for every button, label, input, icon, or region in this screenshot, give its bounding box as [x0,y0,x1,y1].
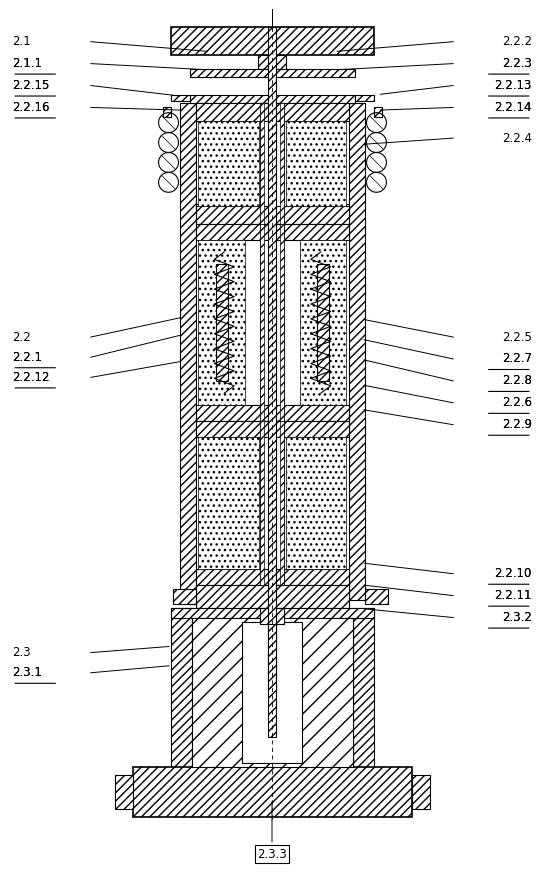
Text: 2.2.10: 2.2.10 [494,567,532,581]
Text: 2.2.6: 2.2.6 [502,396,532,410]
Text: 2.2.5: 2.2.5 [502,330,532,344]
Bar [260,608,284,624]
Bar [196,206,349,224]
Bar [374,107,382,116]
Bar [268,624,276,737]
Bar [170,95,190,100]
Text: 2.3: 2.3 [12,646,31,659]
Text: 2.3.1: 2.3.1 [12,666,42,679]
Bar [260,103,264,224]
Bar [353,608,374,767]
Bar [258,55,286,69]
Bar [163,107,170,116]
Bar [196,569,349,585]
Text: 2.2.15: 2.2.15 [12,79,50,92]
Bar [280,421,284,585]
Text: 2.3.1: 2.3.1 [12,666,42,679]
Bar [217,264,228,381]
Text: 2.2.16: 2.2.16 [12,101,50,114]
Bar [260,224,264,421]
Text: 2.2.6: 2.2.6 [502,396,532,410]
Text: 2.3.3: 2.3.3 [257,848,287,861]
Text: 2.2.12: 2.2.12 [12,371,50,384]
Bar [196,103,349,121]
Text: 2.2.9: 2.2.9 [502,418,532,431]
Text: 2.2.3: 2.2.3 [502,57,532,70]
Bar [196,204,208,212]
Text: 2.2.8: 2.2.8 [502,374,532,388]
Text: 2.2.14: 2.2.14 [494,101,532,114]
Bar [196,421,349,437]
Text: 2.2.9: 2.2.9 [502,418,532,431]
Text: 2.3.2: 2.3.2 [502,611,532,624]
Text: 2.2.4: 2.2.4 [502,131,532,144]
Text: 2.2.7: 2.2.7 [502,352,532,366]
Text: 2.2.1: 2.2.1 [12,351,42,364]
Bar [199,121,258,206]
Bar [133,767,412,817]
Text: 2.1.1: 2.1.1 [12,57,42,70]
Bar [196,585,349,608]
Text: 2.2.1: 2.2.1 [12,351,42,364]
Bar [190,69,355,77]
Text: 2.2.11: 2.2.11 [494,589,532,602]
Bar [280,224,284,421]
Bar [337,204,349,212]
Bar [193,618,353,767]
Bar [196,405,349,421]
Text: 2.2.8: 2.2.8 [502,374,532,388]
Bar [190,95,355,103]
Bar [170,608,193,767]
Bar [199,437,258,569]
Text: 2.2: 2.2 [12,330,31,344]
Bar [364,589,388,604]
Text: 2.1: 2.1 [12,35,31,48]
Bar [170,608,374,618]
Bar [115,775,133,809]
Bar [199,240,245,405]
Bar [196,224,349,240]
Bar [412,775,430,809]
Text: 2.2.13: 2.2.13 [494,79,532,92]
Text: 2.3.2: 2.3.2 [502,611,532,624]
Bar [286,121,346,206]
Text: 2.2.10: 2.2.10 [494,567,532,581]
Bar [355,95,374,100]
Text: 2.2.16: 2.2.16 [12,101,50,114]
Text: 2.2.7: 2.2.7 [502,352,532,366]
Bar [260,224,284,421]
Bar [242,622,302,763]
Text: 2.2.2: 2.2.2 [502,35,532,48]
Bar [349,103,364,600]
Text: 2.2.13: 2.2.13 [494,79,532,92]
Text: 2.1.1: 2.1.1 [12,57,42,70]
Bar [300,240,346,405]
Text: 2.2.3: 2.2.3 [502,57,532,70]
Bar [260,103,284,224]
Text: 2.2.11: 2.2.11 [494,589,532,602]
Text: 2.2.12: 2.2.12 [12,371,50,384]
Bar [268,27,276,690]
Text: 2.2.15: 2.2.15 [12,79,50,92]
Bar [280,103,284,224]
Text: 2.2.14: 2.2.14 [494,101,532,114]
Bar [260,421,284,585]
Bar [286,437,346,569]
Bar [260,421,264,585]
Bar [170,27,374,55]
Bar [317,264,329,381]
Bar [172,589,196,604]
Bar [181,103,196,600]
